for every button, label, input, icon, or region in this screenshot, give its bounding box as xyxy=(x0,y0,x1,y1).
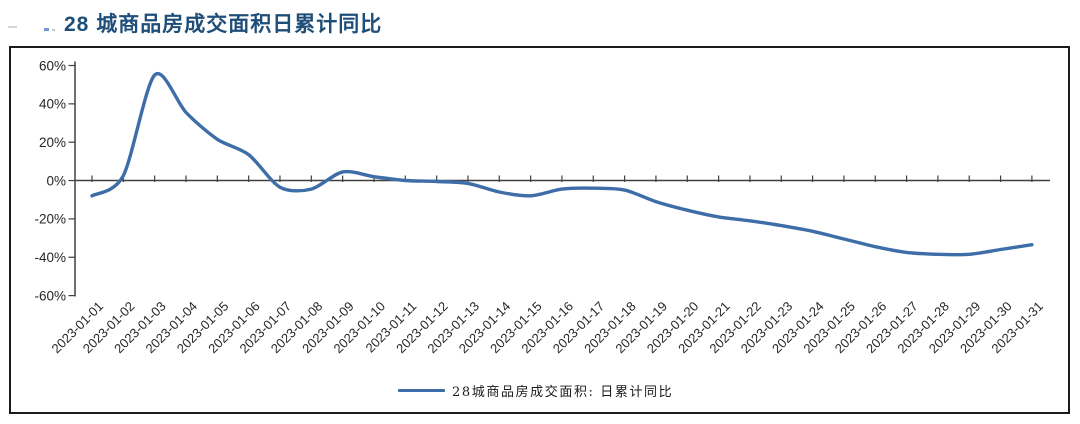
chart-panel xyxy=(9,46,1070,414)
artifact-mark xyxy=(8,26,17,28)
y-tick-label: -60% xyxy=(34,288,66,303)
series-line xyxy=(90,71,1034,257)
y-tick-label: -40% xyxy=(34,250,66,265)
y-tick-label: 60% xyxy=(39,58,66,73)
y-tick-label: 20% xyxy=(39,135,66,150)
artifact-mark xyxy=(52,29,55,31)
legend: 28城商品房成交面积: 日累计同比 xyxy=(398,381,673,400)
y-tick-label: -20% xyxy=(34,212,66,227)
artifact-mark xyxy=(44,28,49,31)
legend-line-swatch xyxy=(398,388,445,393)
legend-label: 28城商品房成交面积: 日累计同比 xyxy=(452,385,674,400)
y-tick-label: 0% xyxy=(46,173,66,188)
y-tick-label: 40% xyxy=(39,97,66,112)
chart-title: 28 城商品房成交面积日累计同比 xyxy=(64,13,383,36)
